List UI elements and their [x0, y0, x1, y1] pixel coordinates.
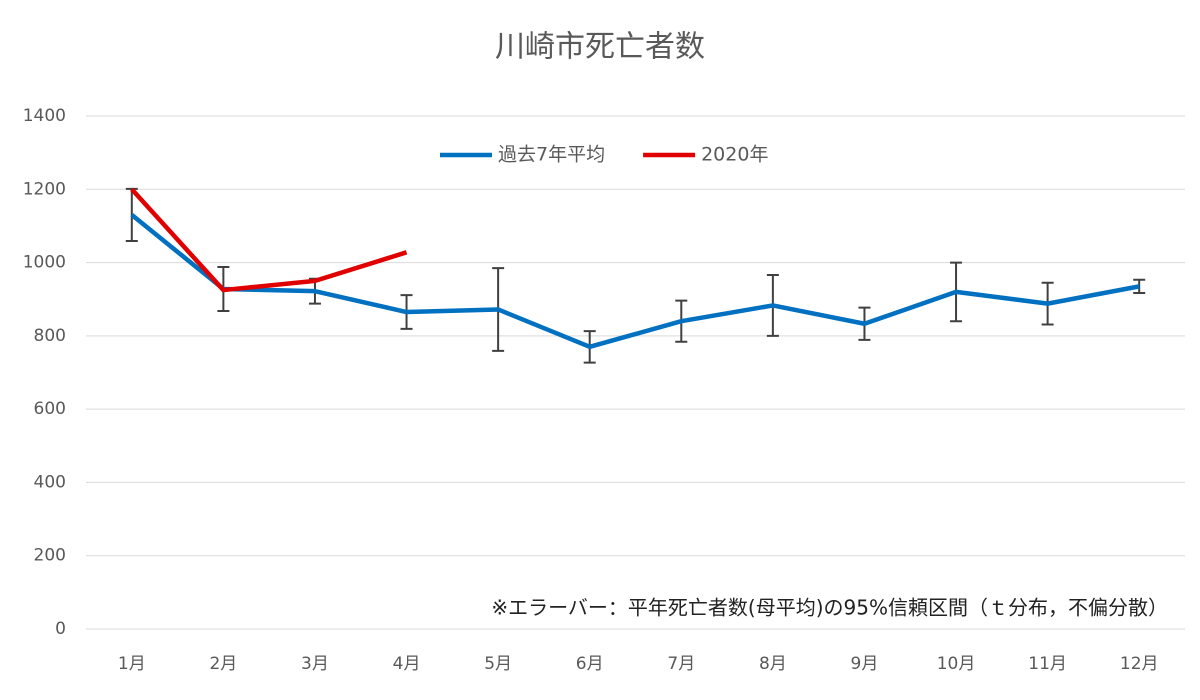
x-tick-label: 9月 — [851, 654, 879, 674]
x-tick-label: 12月 — [1120, 654, 1159, 674]
y-tick-label: 200 — [34, 546, 66, 566]
legend-label: 2020年 — [701, 144, 768, 166]
x-tick-label: 5月 — [484, 654, 512, 674]
annotation: ※エラーバー：平年死亡者数(母平均)の95%信頼区間（ｔ分布，不偏分散） — [491, 596, 1168, 620]
legend-label: 過去7年平均 — [498, 144, 605, 166]
x-tick-label: 7月 — [667, 654, 695, 674]
x-tick-label: 8月 — [759, 654, 787, 674]
y-tick-label: 400 — [34, 472, 66, 492]
y-tick-label: 0 — [55, 619, 66, 639]
series-line — [130, 187, 408, 293]
chart-title: 川崎市死亡者数 — [495, 30, 705, 65]
y-tick-label: 600 — [34, 399, 66, 419]
y-tick-label: 800 — [34, 326, 66, 346]
x-tick-label: 4月 — [393, 654, 421, 674]
x-tick-label: 3月 — [301, 654, 329, 674]
y-tick-label: 1200 — [23, 179, 66, 199]
y-tick-label: 1000 — [23, 253, 66, 273]
series-line — [130, 213, 1140, 350]
error-bar — [1133, 278, 1146, 294]
x-tick-label: 6月 — [576, 654, 604, 674]
y-tick-label: 1400 — [23, 106, 66, 126]
x-tick-label: 11月 — [1028, 654, 1067, 674]
x-tick-label: 2月 — [209, 654, 237, 674]
x-tick-label: 1月 — [118, 654, 146, 674]
x-tick-label: 10月 — [937, 654, 976, 674]
